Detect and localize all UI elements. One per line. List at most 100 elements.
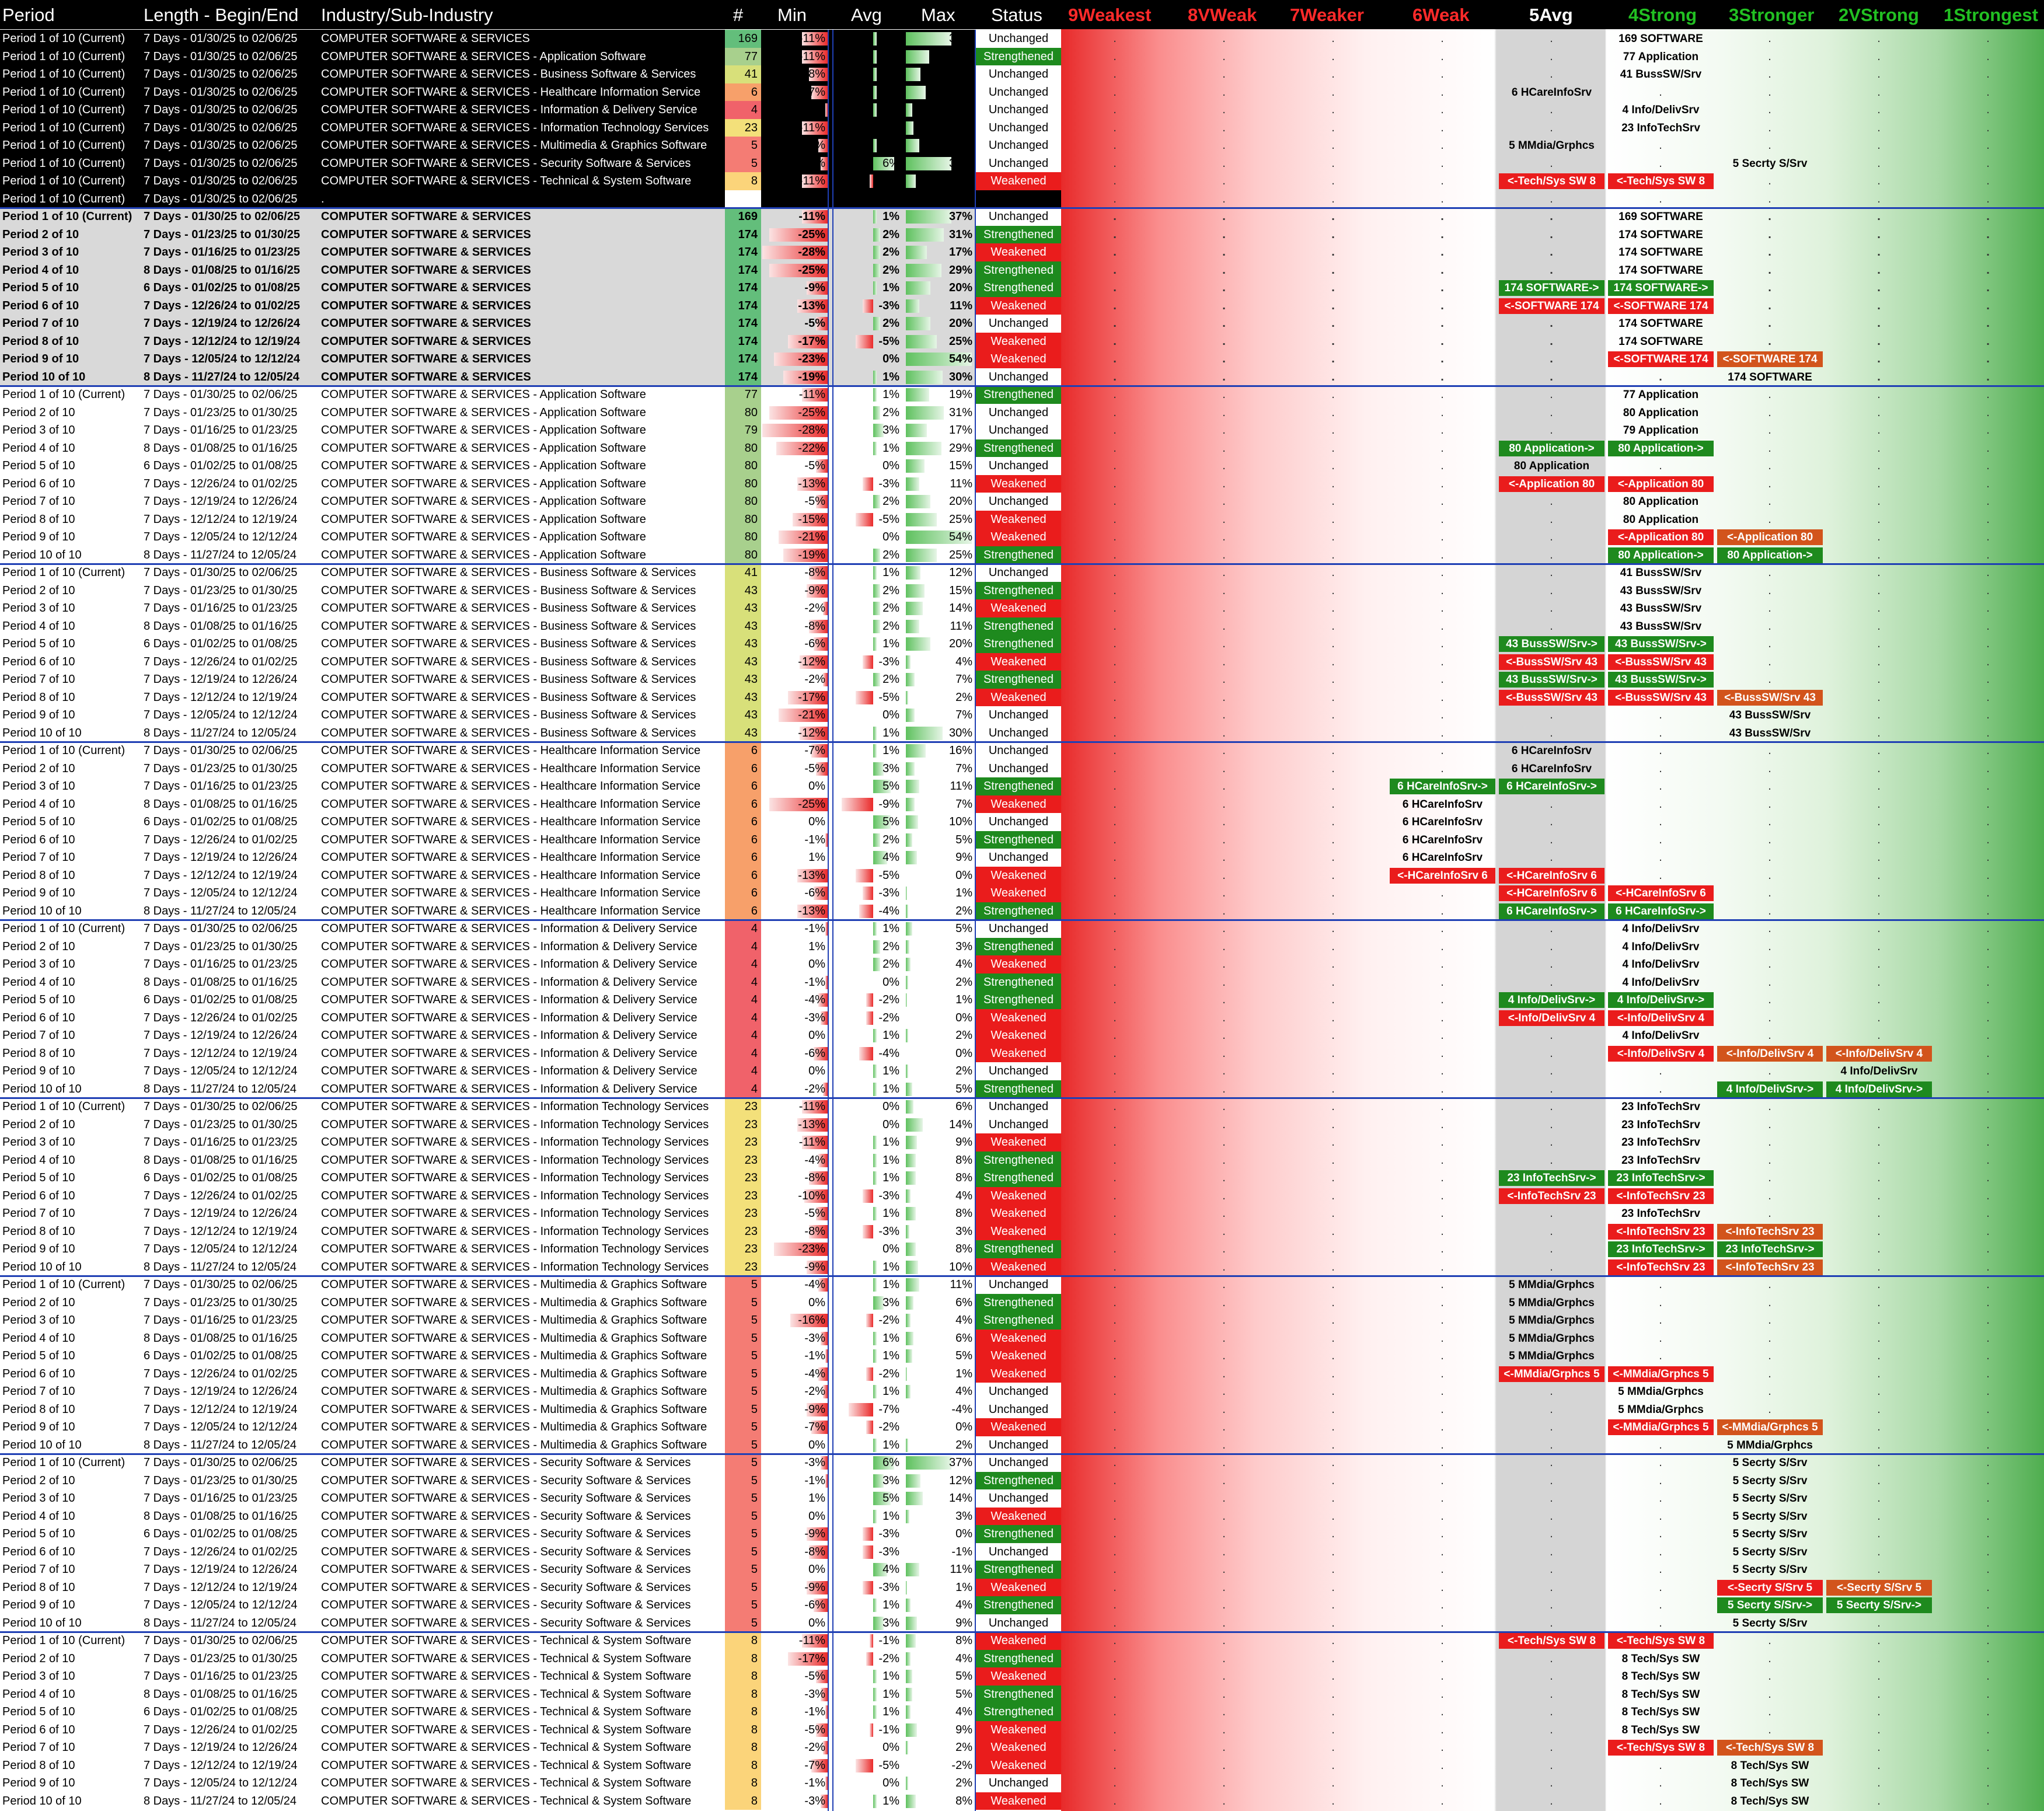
rank-label[interactable]: 5 Secrty S/Srv <box>1732 1617 1808 1629</box>
table-row[interactable]: Period 3 of 10 7 Days - 01/16/25 to 01/23… <box>0 1133 2044 1151</box>
rank-label[interactable]: 5 Secrty S/Srv <box>1732 1528 1808 1540</box>
rank-label[interactable]: 23 InfoTechSrv <box>1621 1101 1700 1113</box>
table-row[interactable]: Period 6 of 10 7 Days - 12/26/24 to 01/02… <box>0 1543 2044 1561</box>
table-row[interactable]: Period 6 of 10 7 Days - 12/26/24 to 01/02… <box>0 652 2044 671</box>
table-row[interactable]: Period 3 of 10 7 Days - 01/16/25 to 01/23… <box>0 421 2044 439</box>
table-row[interactable]: Period 1 of 10 (Current) 7 Days - 01/30/2… <box>0 208 2044 226</box>
rank-move-tag[interactable]: <-InfoTechSrv 23 <box>1499 1188 1604 1204</box>
rank-move-tag[interactable]: 6 HCareInfoSrv-> <box>1608 903 1714 919</box>
rank-move-tag[interactable]: 4 Info/DelivSrv-> <box>1499 992 1604 1008</box>
rank-label[interactable]: 5 MMdia/Grphcs <box>1618 1403 1704 1416</box>
rank-label[interactable]: 8 Tech/Sys SW <box>1731 1795 1809 1807</box>
rank-move-tag[interactable]: 4 Info/DelivSrv-> <box>1717 1081 1823 1097</box>
rank-move-tag[interactable]: <-SOFTWARE 174 <box>1608 351 1714 367</box>
rank-label[interactable]: 43 BussSW/Srv <box>1729 727 1811 739</box>
industry-header[interactable]: Industry/Sub-Industry <box>321 5 493 25</box>
rank-label[interactable]: 4 Info/DelivSrv <box>1622 976 1700 989</box>
rank-move-tag[interactable]: <-Secrty S/Srv 5 <box>1717 1579 1823 1596</box>
table-row[interactable]: Period 9 of 10 7 Days - 12/05/24 to 12/12… <box>0 1774 2044 1792</box>
table-row[interactable]: Period 5 of 10 6 Days - 01/02/25 to 01/08… <box>0 1525 2044 1543</box>
rank-label[interactable]: 43 BussSW/Srv <box>1620 584 1702 597</box>
table-row[interactable]: Period 4 of 10 8 Days - 01/08/25 to 01/16… <box>0 1151 2044 1169</box>
rank-label[interactable]: 6 HCareInfoSrv <box>1511 762 1592 775</box>
rank-move-tag[interactable]: <-Secrty S/Srv 5 <box>1826 1579 1932 1596</box>
zone-header-8[interactable]: 2VStrong <box>1839 5 1919 25</box>
table-row[interactable]: Period 1 of 10 (Current) 7 Days - 01/30/2… <box>0 742 2044 760</box>
rank-label[interactable]: 174 SOFTWARE <box>1619 335 1703 348</box>
table-row[interactable]: Period 5 of 10 6 Days - 01/02/25 to 01/08… <box>0 1347 2044 1365</box>
rank-label[interactable]: 4 Info/DelivSrv <box>1622 958 1700 971</box>
table-row[interactable]: Period 3 of 10 7 Days - 01/16/25 to 01/23… <box>0 1489 2044 1508</box>
rank-label[interactable]: 41 BussSW/Srv <box>1620 68 1702 81</box>
rank-move-tag[interactable]: <-MMdia/Grphcs 5 <box>1608 1419 1714 1435</box>
rank-move-tag[interactable]: <-Application 80 <box>1499 476 1604 492</box>
length-header[interactable]: Length - Begin/End <box>144 5 299 25</box>
rank-move-tag[interactable]: 23 InfoTechSrv-> <box>1499 1170 1604 1186</box>
table-row[interactable]: Period 1 of 10 (Current) 7 Days - 01/30/2… <box>0 118 2044 137</box>
rank-move-tag[interactable]: 174 SOFTWARE-> <box>1608 280 1714 296</box>
rank-move-tag[interactable]: <-HCareInfoSrv 6 <box>1499 885 1604 901</box>
rank-label[interactable]: 5 MMdia/Grphcs <box>1509 1314 1595 1327</box>
table-row[interactable]: Period 10 of 10 8 Days - 11/27/24 to 12/0… <box>0 368 2044 386</box>
rank-move-tag[interactable]: <-MMdia/Grphcs 5 <box>1499 1366 1604 1382</box>
table-row[interactable]: Period 9 of 10 7 Days - 12/05/24 to 12/12… <box>0 528 2044 546</box>
zone-header-7[interactable]: 3Stronger <box>1729 5 1815 25</box>
table-row[interactable]: Period 2 of 10 7 Days - 01/23/25 to 01/30… <box>0 937 2044 955</box>
rank-label[interactable]: 80 Application <box>1623 513 1699 526</box>
rank-move-tag[interactable]: <-InfoTechSrv 23 <box>1608 1259 1714 1275</box>
rank-label[interactable]: 5 Secrty S/Srv <box>1732 1510 1808 1523</box>
rank-label[interactable]: 5 Secrty S/Srv <box>1732 1492 1808 1505</box>
table-row[interactable]: Period 7 of 10 7 Days - 12/19/24 to 12/26… <box>0 671 2044 689</box>
table-row[interactable]: Period 1 of 10 (Current) 7 Days - 01/30/2… <box>0 101 2044 119</box>
rank-label[interactable]: 8 Tech/Sys SW <box>1731 1777 1809 1789</box>
rank-move-tag[interactable]: <-SOFTWARE 174 <box>1608 298 1714 314</box>
table-row[interactable]: Period 10 of 10 8 Days - 11/27/24 to 12/0… <box>0 1792 2044 1810</box>
table-row[interactable]: Period 6 of 10 7 Days - 12/26/24 to 01/02… <box>0 296 2044 315</box>
rank-move-tag[interactable]: <-Info/DelivSrv 4 <box>1608 1045 1714 1062</box>
rank-label[interactable]: 5 MMdia/Grphcs <box>1509 1332 1595 1345</box>
rank-label[interactable]: 23 InfoTechSrv <box>1621 121 1700 134</box>
rank-move-tag[interactable]: 80 Application-> <box>1608 440 1714 456</box>
rank-move-tag[interactable]: <-Tech/Sys SW 8 <box>1608 1740 1714 1756</box>
rank-label[interactable]: 6 HCareInfoSrv <box>1402 816 1483 828</box>
table-row[interactable]: Period 7 of 10 7 Days - 12/19/24 to 12/26… <box>0 1739 2044 1757</box>
table-row[interactable]: Period 1 of 10 (Current) 7 Days - 01/30/2… <box>0 1632 2044 1650</box>
table-row[interactable]: Period 2 of 10 7 Days - 01/23/25 to 01/30… <box>0 581 2044 599</box>
table-row[interactable]: Period 2 of 10 7 Days - 01/23/25 to 01/30… <box>0 225 2044 243</box>
rank-label[interactable]: 6 HCareInfoSrv <box>1511 745 1592 757</box>
table-row[interactable]: Period 5 of 10 6 Days - 01/02/25 to 01/08… <box>0 813 2044 831</box>
rank-move-tag[interactable]: <-InfoTechSrv 23 <box>1608 1188 1714 1204</box>
rank-move-tag[interactable]: <-BussSW/Srv 43 <box>1499 654 1604 670</box>
table-row[interactable]: Period 5 of 10 6 Days - 01/02/25 to 01/08… <box>0 1703 2044 1721</box>
table-row[interactable]: Period 5 of 10 6 Days - 01/02/25 to 01/08… <box>0 457 2044 475</box>
rank-move-tag[interactable]: <-Info/DelivSrv 4 <box>1826 1045 1932 1062</box>
rank-move-tag[interactable]: <-InfoTechSrv 23 <box>1717 1223 1823 1240</box>
zone-header-4[interactable]: 6Weak <box>1412 5 1470 25</box>
rank-move-tag[interactable]: <-SOFTWARE 174 <box>1717 351 1823 367</box>
rank-label[interactable]: 23 InfoTechSrv <box>1621 1118 1700 1131</box>
rank-move-tag[interactable]: 5 Secrty S/Srv-> <box>1826 1597 1932 1613</box>
rank-label[interactable]: 5 MMdia/Grphcs <box>1727 1439 1813 1451</box>
rank-label[interactable]: 5 Secrty S/Srv <box>1732 1564 1808 1576</box>
rank-move-tag[interactable]: <-BussSW/Srv 43 <box>1608 654 1714 670</box>
table-row[interactable]: Period 1 of 10 (Current) 7 Days - 01/30/2… <box>0 30 2044 48</box>
table-row[interactable]: Period 10 of 10 8 Days - 11/27/24 to 12/0… <box>0 546 2044 564</box>
table-row[interactable]: Period 8 of 10 7 Days - 12/12/24 to 12/19… <box>0 1756 2044 1774</box>
rank-move-tag[interactable]: <-Application 80 <box>1608 529 1714 545</box>
table-row[interactable]: Period 3 of 10 7 Days - 01/16/25 to 01/23… <box>0 1667 2044 1686</box>
table-row[interactable]: Period 9 of 10 7 Days - 12/05/24 to 12/12… <box>0 1418 2044 1436</box>
table-row[interactable]: Period 5 of 10 6 Days - 01/02/25 to 01/08… <box>0 991 2044 1009</box>
rank-label[interactable]: 6 HCareInfoSrv <box>1402 798 1483 811</box>
table-row[interactable]: Period 1 of 10 (Current) 7 Days - 01/30/2… <box>0 190 2044 208</box>
table-row[interactable]: Period 9 of 10 7 Days - 12/05/24 to 12/12… <box>0 350 2044 368</box>
table-row[interactable]: Period 6 of 10 7 Days - 12/26/24 to 01/02… <box>0 1009 2044 1027</box>
rank-label[interactable]: 174 SOFTWARE <box>1619 264 1703 277</box>
rank-label[interactable]: 6 HCareInfoSrv <box>1402 833 1483 846</box>
table-row[interactable]: Period 4 of 10 8 Days - 01/08/25 to 01/16… <box>0 261 2044 279</box>
table-row[interactable]: Period 7 of 10 7 Days - 12/19/24 to 12/26… <box>0 849 2044 867</box>
table-row[interactable]: Period 9 of 10 7 Days - 12/05/24 to 12/12… <box>0 1596 2044 1614</box>
table-row[interactable]: Period 4 of 10 8 Days - 01/08/25 to 01/16… <box>0 795 2044 813</box>
rank-label[interactable]: 5 MMdia/Grphcs <box>1509 1279 1595 1291</box>
table-row[interactable]: Period 1 of 10 (Current) 7 Days - 01/30/2… <box>0 83 2044 101</box>
rank-label[interactable]: 5 Secrty S/Srv <box>1732 1474 1808 1487</box>
